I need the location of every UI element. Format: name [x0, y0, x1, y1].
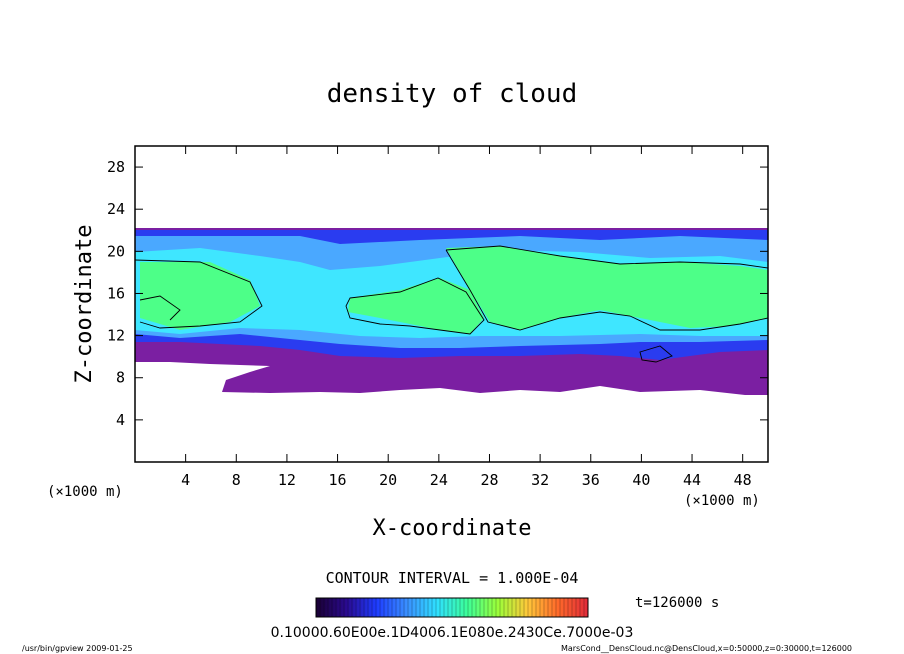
x-tick-label: 44: [683, 471, 701, 489]
footer-right: MarsCond__DensCloud.nc@DensCloud,x=0:500…: [561, 644, 852, 653]
y-tick-label: 4: [116, 411, 125, 429]
cloud-density-field: [135, 228, 768, 395]
x-tick-label: 32: [531, 471, 549, 489]
colorbar-frame: [315, 597, 589, 618]
contour-line: [445, 245, 768, 331]
contour-line: [135, 259, 263, 329]
y-tick-label: 12: [107, 327, 125, 345]
y-tick-label: 28: [107, 158, 125, 176]
x-tick-label: 48: [734, 471, 752, 489]
y-axis-title: Z-coordinate: [72, 225, 97, 384]
x-tick-label: 16: [329, 471, 347, 489]
plot-frame: [134, 145, 769, 463]
x-tick-label: 12: [278, 471, 296, 489]
y-tick-label: 8: [116, 369, 125, 387]
y-tick-label: 20: [107, 242, 125, 260]
x-axis-title: X-coordinate: [373, 516, 532, 541]
x-tick-label: 20: [379, 471, 397, 489]
x-tick-label: 24: [430, 471, 448, 489]
x-tick-label: 36: [582, 471, 600, 489]
colorbar-gradient: [316, 598, 588, 617]
x-tick-label: 40: [632, 471, 650, 489]
y-axis-ticks: 4 8 12 16 20 24 28: [107, 158, 768, 429]
x-axis-ticks: 4 8 12 16 20 24 28 32 36 40 44 48: [181, 146, 752, 489]
contour-line: [345, 277, 485, 335]
layer-green: [140, 246, 768, 334]
time-label: t=126000 s: [635, 595, 719, 611]
footer-left: /usr/bin/gpview 2009-01-25: [22, 644, 133, 653]
colorbar-tick-labels: 0.10000.60E00e.1D4006.1E080e.2430Ce.7000…: [271, 625, 634, 641]
contour-interval: CONTOUR INTERVAL = 1.000E-04: [326, 569, 579, 587]
y-tick-label: 24: [107, 200, 125, 218]
colorbar-stripes: [319, 598, 585, 617]
chart-title: density of cloud: [327, 79, 577, 109]
x-axis-unit: (×1000 m): [684, 493, 760, 509]
colorbar: [315, 597, 589, 618]
y-tick-label: 16: [107, 284, 125, 302]
x-tick-label: 28: [480, 471, 498, 489]
x-tick-label: 4: [181, 471, 190, 489]
y-axis-unit: (×1000 m): [47, 484, 123, 500]
contour-line: [639, 345, 673, 363]
x-tick-label: 8: [232, 471, 241, 489]
